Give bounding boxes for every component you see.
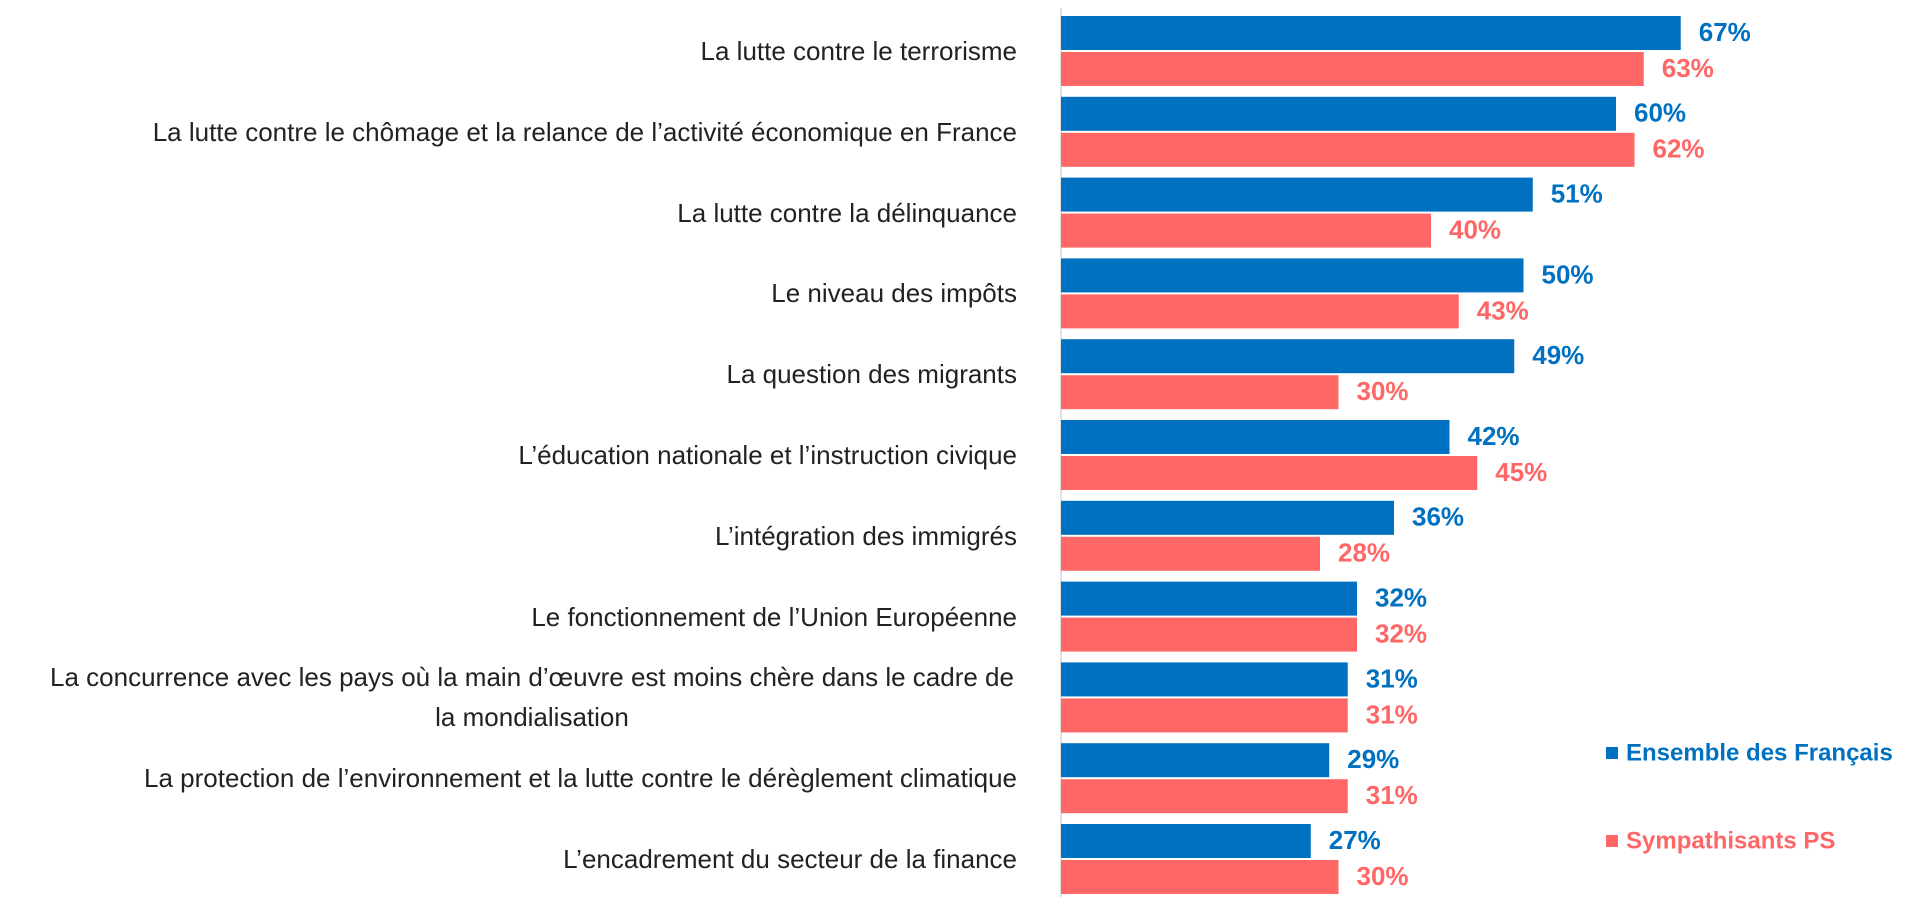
category-text: La concurrence avec les pays où la main … bbox=[50, 662, 1014, 733]
category-text: La question des migrants bbox=[726, 359, 1017, 390]
category-text: L’éducation nationale et l’instruction c… bbox=[518, 440, 1017, 470]
bar bbox=[1061, 581, 1357, 616]
value-label: 43% bbox=[1477, 295, 1529, 325]
legend-swatch bbox=[1606, 747, 1618, 759]
value-label: 49% bbox=[1532, 340, 1584, 370]
value-label: 30% bbox=[1357, 376, 1409, 406]
value-label: 29% bbox=[1347, 744, 1399, 774]
category-label: L’éducation nationale et l’instruction c… bbox=[7, 420, 1017, 490]
value-label: 60% bbox=[1634, 98, 1686, 128]
value-label: 31% bbox=[1366, 699, 1418, 729]
bar bbox=[1061, 375, 1339, 410]
value-label: 30% bbox=[1357, 861, 1409, 891]
category-text: La protection de l’environnement et la l… bbox=[144, 763, 1017, 794]
category-text: La lutte contre le chômage et la relance… bbox=[152, 116, 1017, 147]
bar bbox=[1061, 132, 1635, 167]
bar bbox=[1061, 339, 1515, 374]
category-text: L’intégration des immigrés bbox=[714, 520, 1017, 551]
bar bbox=[1061, 294, 1459, 329]
bar bbox=[1061, 177, 1533, 212]
value-label: 28% bbox=[1338, 538, 1390, 568]
category-label: La lutte contre le chômage et la relance… bbox=[7, 97, 1017, 167]
bar bbox=[1061, 500, 1394, 535]
category-label: La concurrence avec les pays où la main … bbox=[7, 662, 1017, 732]
bar bbox=[1061, 536, 1320, 571]
category-text: Le niveau des impôts bbox=[771, 278, 1017, 309]
bar bbox=[1061, 617, 1357, 652]
bar bbox=[1061, 662, 1348, 697]
value-label: 50% bbox=[1542, 259, 1594, 289]
category-text: Le fonctionnement de l’Union Européenne bbox=[531, 601, 1017, 632]
value-label: 67% bbox=[1699, 17, 1751, 47]
bar bbox=[1061, 258, 1524, 293]
bar bbox=[1061, 96, 1616, 131]
value-label: 62% bbox=[1653, 134, 1705, 164]
value-label: 63% bbox=[1662, 53, 1714, 83]
bar bbox=[1061, 743, 1330, 778]
legend-label: Sympathisants PS bbox=[1626, 827, 1835, 854]
value-label: 42% bbox=[1468, 421, 1520, 451]
category-text: L’encadrement du secteur de la finance bbox=[563, 844, 1017, 874]
value-label: 27% bbox=[1329, 825, 1381, 855]
bar bbox=[1061, 213, 1431, 248]
value-label: 32% bbox=[1375, 582, 1427, 612]
legend-swatch bbox=[1606, 835, 1618, 847]
category-text: La lutte contre la délinquance bbox=[677, 197, 1017, 228]
category-label: Le fonctionnement de l’Union Européenne bbox=[7, 582, 1017, 652]
category-label: L’encadrement du secteur de la finance bbox=[7, 824, 1017, 894]
category-label: L’intégration des immigrés bbox=[7, 501, 1017, 571]
category-label: La lutte contre la délinquance bbox=[7, 178, 1017, 248]
bar bbox=[1061, 52, 1644, 86]
category-label: Le niveau des impôts bbox=[7, 258, 1017, 328]
value-label: 31% bbox=[1366, 663, 1418, 693]
category-label: La question des migrants bbox=[7, 339, 1017, 409]
value-label: 32% bbox=[1375, 618, 1427, 648]
category-label: La lutte contre le terrorisme bbox=[7, 16, 1017, 86]
bar bbox=[1061, 698, 1348, 733]
bar bbox=[1061, 420, 1450, 454]
value-label: 45% bbox=[1495, 457, 1547, 487]
value-label: 36% bbox=[1412, 502, 1464, 532]
bar bbox=[1061, 456, 1478, 490]
bar bbox=[1061, 824, 1311, 858]
category-label: La protection de l’environnement et la l… bbox=[7, 743, 1017, 813]
bar bbox=[1061, 860, 1339, 894]
category-text: La lutte contre le terrorisme bbox=[700, 36, 1017, 66]
bar bbox=[1061, 779, 1348, 814]
bar bbox=[1061, 16, 1681, 50]
value-label: 31% bbox=[1366, 780, 1418, 810]
value-label: 51% bbox=[1551, 178, 1603, 208]
value-label: 40% bbox=[1449, 214, 1501, 244]
legend-label: Ensemble des Français bbox=[1626, 739, 1893, 766]
